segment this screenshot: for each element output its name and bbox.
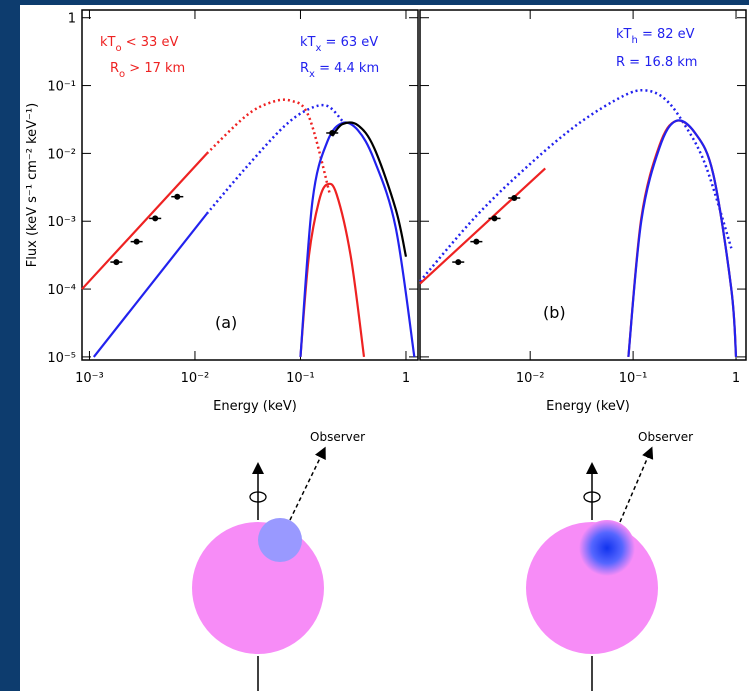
x-tick-label: 1 [732,371,740,386]
annotation-part: kT [300,35,316,50]
data-point [455,259,462,266]
x-tick-label: 10⁻³ [75,371,104,386]
annotation-part: o [115,43,121,54]
y-tick-label: 10⁻⁵ [47,351,76,366]
panel-label: (a) [215,313,237,332]
annotation-part: kT [616,27,632,42]
observer-label: Observer [638,430,693,444]
x-axis-label: Energy (keV) [213,399,297,414]
star-diagram-a [192,446,326,691]
data-point [113,259,120,266]
x-axis-label: Energy (keV) [546,399,630,414]
annotation-part: x [315,43,321,54]
data-point [511,195,518,202]
data-point [329,129,336,136]
annotation-part: = 4.4 km [315,61,379,76]
data-point [491,215,498,222]
annotation-part: x [309,69,315,80]
data-point [133,238,140,245]
annotation: Ro > 17 km [110,61,185,80]
annotation-part: o [119,69,125,80]
annotation-part: R [110,61,119,76]
annotation-part: R [300,61,309,76]
annotation: Rx = 4.4 km [300,61,379,80]
y-tick-label: 10⁻¹ [47,80,76,95]
y-tick-label: 10⁻⁴ [47,283,76,298]
x-tick-label: 10⁻² [181,371,210,386]
annotation: R = 16.8 km [616,55,697,70]
x-tick-label: 10⁻¹ [619,371,648,386]
plot-frame [81,9,419,361]
plot-frame [419,9,747,361]
model-curve [299,182,366,358]
model-curve [419,167,546,285]
model-curve-dotted [206,98,332,195]
y-tick-label: 10⁻² [47,147,76,162]
x-tick-label: 1 [402,371,410,386]
model-curve [81,152,208,290]
panel-label: (b) [543,303,566,322]
model-curve [92,212,208,358]
y-tick-label: 1 [68,12,76,27]
annotation-part: > 17 km [125,61,185,76]
annotation-part: = 63 eV [321,35,378,50]
star-diagram-b [526,446,658,691]
model-curve-dotted [419,89,733,283]
annotation-part: < 33 eV [122,35,179,50]
model-curve [627,119,738,357]
x-tick-label: 10⁻² [516,371,545,386]
annotation-part: = 16.8 km [625,55,697,70]
model-curve [331,121,408,257]
annotation-part: = 82 eV [638,27,695,42]
x-tick-label: 10⁻¹ [286,371,315,386]
data-point [174,193,181,200]
annotation: kTo < 33 eV [100,35,178,54]
annotation: kTh = 82 eV [616,27,695,46]
data-point [473,238,480,245]
y-axis-label: Flux (keV s⁻¹ cm⁻² keV⁻¹) [25,103,40,267]
y-tick-label: 10⁻³ [47,215,76,230]
data-point [152,215,159,222]
annotation-part: R [616,55,625,70]
annotation: kTx = 63 eV [300,35,378,54]
observer-label: Observer [310,430,365,444]
annotation-part: kT [100,35,116,50]
annotation-part: h [631,35,637,46]
